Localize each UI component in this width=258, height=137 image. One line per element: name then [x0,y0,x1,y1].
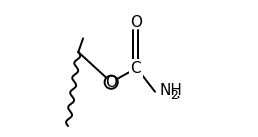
Text: C: C [131,61,141,76]
Text: O: O [105,75,117,90]
Text: 2: 2 [170,89,178,102]
Circle shape [104,76,118,89]
Text: O: O [130,15,142,30]
Text: NH: NH [159,83,182,98]
Text: .: . [175,86,180,101]
